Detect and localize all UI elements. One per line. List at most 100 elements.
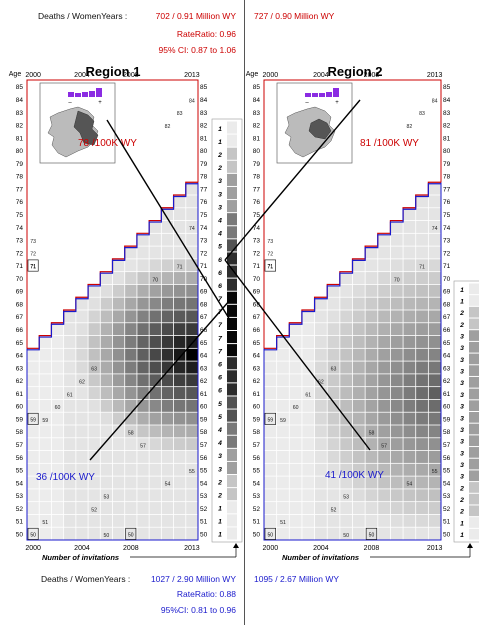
heat-cell: [88, 297, 100, 310]
heat-cell: [100, 450, 113, 463]
year-tick-top: 2000: [263, 72, 279, 79]
age-tick-label-right: 68: [200, 301, 208, 308]
heat-cell: [403, 297, 416, 310]
age-tick-label-left: 63: [253, 365, 261, 372]
heat-cell: [416, 195, 428, 208]
age-tick-label-right: 61: [443, 391, 451, 398]
age-tick-label-left: 52: [16, 506, 24, 513]
invitation-shade-cell: [469, 505, 479, 517]
invitation-count-label: 3: [218, 453, 222, 460]
heat-cell: [277, 527, 289, 540]
heat-cell: [39, 450, 52, 463]
heat-cell: [264, 348, 277, 361]
bar-histogram-icon: [333, 88, 339, 97]
heat-cell: [403, 463, 416, 476]
age-tick-label-right: 55: [200, 468, 208, 475]
heat-cell: [378, 463, 391, 476]
heat-cell: [327, 348, 340, 361]
heat-cell: [161, 361, 174, 374]
age-tick-label-right: 69: [200, 289, 208, 296]
heat-cell: [302, 374, 315, 387]
heat-cell: [340, 387, 353, 400]
heat-cell: [88, 310, 100, 323]
heat-cell: [416, 374, 428, 387]
bar-histogram-icon: [82, 92, 88, 97]
heat-cell: [125, 502, 137, 515]
heat-cell: [416, 450, 428, 463]
heat-cell: [173, 425, 186, 438]
heat-cell: [428, 502, 441, 515]
heat-cell: [428, 514, 441, 527]
age-tick-label-left: 50: [16, 531, 24, 538]
age-tick-label-right: 59: [200, 416, 208, 423]
heat-cell: [161, 374, 174, 387]
staircase-blue: [264, 183, 441, 351]
invitation-shade-cell: [469, 458, 479, 470]
heat-cell: [302, 425, 315, 438]
heat-cell: [428, 476, 441, 489]
heat-cell: [365, 284, 378, 297]
age-tick-label-left: 78: [16, 174, 24, 181]
age-tick-label-right: 75: [200, 212, 208, 219]
heat-cell: [390, 489, 403, 502]
cohort-label: 57: [140, 443, 146, 449]
age-tick-label-left: 57: [16, 442, 24, 449]
heat-cell: [39, 399, 52, 412]
heat-cell: [340, 438, 353, 451]
year-tick-bottom: 2000: [263, 545, 279, 552]
heat-cell: [27, 450, 39, 463]
heat-cell: [39, 438, 52, 451]
age-tick-label-right: 77: [443, 186, 451, 193]
heat-cell: [88, 514, 100, 527]
heat-cell: [186, 246, 198, 259]
heat-cell: [161, 208, 174, 221]
heat-cell: [352, 297, 365, 310]
invitation-shade-cell: [227, 475, 237, 488]
heat-cell: [161, 502, 174, 515]
invitation-count-label: 2: [459, 509, 464, 516]
heat-cell: [277, 476, 289, 489]
heat-cell: [137, 272, 149, 285]
heat-cell: [416, 463, 428, 476]
heat-cell: [137, 297, 149, 310]
heat-cell: [112, 259, 125, 272]
age-tick-label-left: 57: [253, 442, 261, 449]
year-tick-bottom: 2000: [25, 545, 41, 552]
age-tick-label-left: 83: [253, 110, 261, 117]
heat-cell: [27, 438, 39, 451]
heat-cell: [378, 489, 391, 502]
age-tick-label-right: 84: [443, 97, 451, 104]
top-r2-value: 727 / 0.90 Million WY: [254, 11, 335, 21]
heat-cell: [149, 246, 161, 259]
age-tick-label-left: 63: [16, 365, 24, 372]
heat-cell: [390, 514, 403, 527]
heat-cell: [416, 208, 428, 221]
heat-cell: [416, 348, 428, 361]
cohort-label: 58: [369, 431, 375, 437]
age-tick-label-left: 76: [16, 199, 24, 206]
heat-cell: [161, 323, 174, 336]
cohort-label: 71: [267, 264, 273, 270]
heat-cell: [314, 361, 327, 374]
heat-cell: [51, 425, 64, 438]
heat-cell: [277, 335, 289, 348]
age-tick-label-left: 58: [16, 429, 24, 436]
heat-cell: [88, 335, 100, 348]
invitation-count-label: 5: [218, 401, 222, 408]
heat-cell: [161, 272, 174, 285]
age-tick-label-right: 53: [200, 493, 208, 500]
heat-cell: [173, 208, 186, 221]
heat-cell: [39, 476, 52, 489]
age-tick-label-left: 53: [16, 493, 24, 500]
heat-cell: [64, 335, 76, 348]
age-tick-label-left: 81: [253, 135, 261, 142]
heat-cell: [76, 399, 88, 412]
heat-cell: [173, 310, 186, 323]
heat-cell: [100, 387, 113, 400]
heat-cell: [403, 323, 416, 336]
heat-cell: [112, 335, 125, 348]
heat-cell: [378, 310, 391, 323]
age-tick-label-left: 66: [253, 327, 261, 334]
heat-cell: [314, 476, 327, 489]
